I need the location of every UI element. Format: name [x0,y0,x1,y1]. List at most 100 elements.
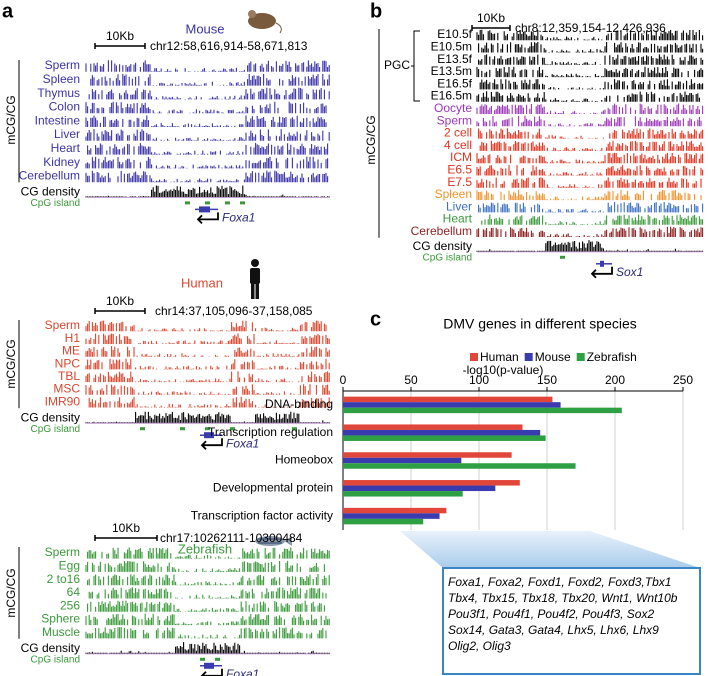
scale-label: 10Kb [106,29,134,43]
track-label: E13.5m [431,64,472,78]
bar [343,513,440,519]
gene-label: Foxa1 [222,211,255,225]
methylation-track [85,115,327,127]
x-tick-label: 250 [673,373,693,387]
methylation-track [476,66,704,78]
mouse-icon [248,10,282,34]
scale-bar [94,43,146,49]
bar [343,429,541,436]
density-track [85,411,330,424]
methylation-track [90,73,330,86]
track-label: Egg [59,558,80,572]
methylation-track [85,560,325,572]
methylation-track [479,79,704,90]
legend-swatch [576,353,585,361]
bar [343,485,496,492]
track-label: Sperm [45,58,80,72]
y-axis-label: mCG/CG [364,115,378,164]
methylation-track [478,54,704,65]
density-track [476,240,704,252]
methylation-track [476,152,704,164]
tss-arrow [590,266,613,279]
tss-arrow [200,668,223,676]
track-label: Sperm [45,545,80,559]
bar [343,491,463,497]
bar [343,407,622,414]
track-label: E16.5f [437,76,472,90]
track-label: E10.5m [431,39,472,53]
track-label: TBL [58,369,80,383]
species-label: Zebrafish [178,541,232,556]
bar [343,480,520,486]
density-label: CG density [21,185,80,199]
methylation-track [85,371,330,383]
track-label: MSC [53,382,80,396]
locus: chr12:58,616,914-58,671,813 [150,39,308,53]
cpg-label: CpG island [423,252,472,263]
y-tick-label: Transcription factor activity [191,508,333,522]
legend-label: Human [480,350,519,364]
track-label: E16.5m [431,89,472,103]
track-label: Muscle [42,625,80,639]
x-tick-label: 200 [605,373,625,387]
legend-label: Zebrafish [587,350,637,364]
methylation-track [478,42,704,53]
gene-list-line: Tbx4, Tbx15, Tbx18, Tbx20, Wnt1, Wnt10b [448,591,678,605]
species-label: Mouse [185,21,224,36]
gene-label: Foxa1 [226,436,259,450]
locus: chr17:10262111-10300484 [160,531,303,545]
track-label: NPC [55,356,81,370]
tss-arrow [200,438,223,450]
density-track [85,642,330,654]
cpg-island [225,201,230,205]
track-label: Cerebellum [19,169,80,183]
gene-label: Sox1 [616,265,643,279]
density-label: CG density [21,641,80,655]
x-tick-label: 150 [537,373,557,387]
track-label: 4 cell [444,138,472,152]
panel-letter: a [2,0,14,22]
track-label: Sperm [437,113,472,127]
methylation-track [85,627,327,639]
bar [343,452,512,458]
methylation-track [85,358,330,370]
methylation-track [85,333,330,344]
locus: chr8:12,359,154-12,426,936 [515,21,666,35]
cpg-island [292,427,297,431]
methylation-track [478,202,704,213]
methylation-track [85,129,330,141]
gene-exon [199,206,210,213]
methylation-track [476,226,704,237]
x-tick-label: 50 [404,373,418,387]
methylation-track [87,547,330,559]
x-tick-label: 100 [469,373,489,387]
methylation-track [88,87,330,100]
methylation-track [476,91,700,102]
x-axis-label: -log10(p-value) [463,363,544,377]
density-label: CG density [21,410,80,424]
track-label: Sperm [45,318,80,332]
bar [343,507,447,514]
density-track [85,185,330,198]
track-label: ICM [450,150,472,164]
methylation-track [476,189,702,201]
methylation-track [87,142,329,155]
bar [343,463,576,469]
y-axis-label: mCG/CG [4,568,18,617]
y-axis-label: mCG/CG [4,95,18,144]
group-bracket [411,30,420,102]
methylation-track [479,140,704,151]
track-label: Oocyte [434,101,472,115]
tss-arrow [196,212,219,225]
scale-bar [94,308,146,314]
track-label: Heart [51,141,81,155]
cpg-label: CpG island [31,198,80,209]
track-label: E6.5 [447,162,472,176]
zoom-fan [400,531,700,568]
bar [343,457,462,464]
cpg-label: CpG island [31,424,80,435]
y-tick-label: Transcription regulation [208,425,333,439]
methylation-track [85,346,330,357]
cpg-island [140,427,145,431]
track-label: Sphere [41,612,80,626]
